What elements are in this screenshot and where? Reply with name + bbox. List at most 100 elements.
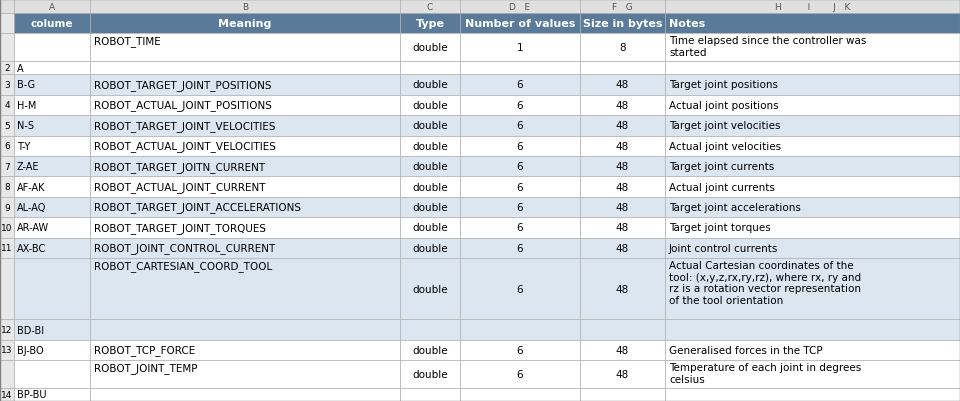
Bar (0, 340, 14, 360)
Bar (400, 62, 460, 75)
Bar (90, 0, 400, 14)
Bar (400, 238, 460, 258)
Bar (665, 136, 960, 156)
Bar (400, 136, 460, 156)
Text: 48: 48 (616, 345, 629, 355)
Text: Target joint accelerations: Target joint accelerations (669, 203, 801, 213)
Text: double: double (412, 43, 447, 53)
Bar (0, 360, 14, 388)
Text: D   E: D E (510, 2, 531, 12)
Text: Actual joint velocities: Actual joint velocities (669, 142, 781, 151)
Bar (400, 197, 460, 218)
Bar (14, 116, 90, 136)
Bar (460, 62, 580, 75)
Text: colume: colume (31, 19, 73, 29)
Bar (665, 388, 960, 401)
Text: 6: 6 (516, 121, 523, 131)
Bar (14, 197, 90, 218)
Bar (665, 320, 960, 340)
Bar (0, 218, 14, 238)
Bar (90, 360, 400, 388)
Bar (580, 0, 665, 14)
Text: AF-AK: AF-AK (17, 182, 45, 192)
Bar (14, 360, 90, 388)
Text: Number of values: Number of values (465, 19, 575, 29)
Text: AX-BC: AX-BC (17, 243, 46, 253)
Bar (460, 218, 580, 238)
Bar (400, 177, 460, 197)
Text: 2: 2 (4, 64, 10, 73)
Text: 48: 48 (616, 80, 629, 90)
Bar (400, 0, 460, 14)
Text: double: double (412, 121, 447, 131)
Bar (0, 177, 14, 197)
Text: ROBOT_TARGET_JOINT_TORQUES: ROBOT_TARGET_JOINT_TORQUES (94, 223, 266, 233)
Bar (0, 34, 14, 62)
Text: Actual joint currents: Actual joint currents (669, 182, 775, 192)
Text: 6: 6 (516, 203, 523, 213)
Bar (90, 95, 400, 116)
Text: Actual joint positions: Actual joint positions (669, 101, 779, 111)
Bar (90, 238, 400, 258)
Bar (0, 116, 14, 136)
Bar (0, 156, 14, 177)
Text: 10: 10 (1, 223, 12, 232)
Bar (580, 388, 665, 401)
Bar (90, 258, 400, 320)
Text: Target joint currents: Target joint currents (669, 162, 775, 172)
Bar (400, 14, 460, 34)
Text: 11: 11 (1, 244, 12, 253)
Bar (460, 75, 580, 95)
Text: B: B (242, 2, 248, 12)
Text: double: double (412, 80, 447, 90)
Text: T-Y: T-Y (17, 142, 31, 151)
Text: ROBOT_TCP_FORCE: ROBOT_TCP_FORCE (94, 344, 195, 356)
Bar (90, 62, 400, 75)
Bar (14, 258, 90, 320)
Text: ROBOT_TARGET_JOITN_CURRENT: ROBOT_TARGET_JOITN_CURRENT (94, 161, 265, 172)
Text: AL-AQ: AL-AQ (17, 203, 46, 213)
Text: 6: 6 (516, 284, 523, 294)
Bar (665, 156, 960, 177)
Bar (400, 34, 460, 62)
Text: 1: 1 (516, 43, 523, 53)
Bar (580, 340, 665, 360)
Text: 8: 8 (4, 182, 10, 192)
Text: Actual Cartesian coordinates of the
tool: (x,y,z,rx,ry,rz), where rx, ry and
rz : Actual Cartesian coordinates of the tool… (669, 260, 861, 305)
Bar (580, 14, 665, 34)
Text: ROBOT_TARGET_JOINT_ACCELERATIONS: ROBOT_TARGET_JOINT_ACCELERATIONS (94, 202, 301, 213)
Text: ROBOT_TARGET_JOINT_POSITIONS: ROBOT_TARGET_JOINT_POSITIONS (94, 80, 272, 91)
Bar (90, 75, 400, 95)
Bar (14, 238, 90, 258)
Text: Joint control currents: Joint control currents (669, 243, 779, 253)
Bar (665, 238, 960, 258)
Bar (460, 116, 580, 136)
Text: double: double (412, 101, 447, 111)
Bar (460, 136, 580, 156)
Bar (400, 218, 460, 238)
Text: H         I        J   K: H I J K (775, 2, 851, 12)
Bar (665, 62, 960, 75)
Bar (0, 62, 14, 75)
Text: ROBOT_TIME: ROBOT_TIME (94, 36, 160, 47)
Text: 3: 3 (4, 81, 10, 90)
Text: Z-AE: Z-AE (17, 162, 39, 172)
Text: double: double (412, 203, 447, 213)
Text: F   G: F G (612, 2, 633, 12)
Bar (400, 156, 460, 177)
Bar (580, 177, 665, 197)
Text: ROBOT_ACTUAL_JOINT_VELOCITIES: ROBOT_ACTUAL_JOINT_VELOCITIES (94, 141, 276, 152)
Bar (460, 156, 580, 177)
Text: 7: 7 (4, 162, 10, 171)
Text: 48: 48 (616, 101, 629, 111)
Text: C: C (427, 2, 433, 12)
Text: ROBOT_TARGET_JOINT_VELOCITIES: ROBOT_TARGET_JOINT_VELOCITIES (94, 121, 276, 132)
Bar (665, 75, 960, 95)
Bar (14, 0, 90, 14)
Bar (14, 62, 90, 75)
Bar (0, 197, 14, 218)
Text: 9: 9 (4, 203, 10, 212)
Text: 6: 6 (516, 142, 523, 151)
Text: 12: 12 (1, 325, 12, 334)
Bar (90, 136, 400, 156)
